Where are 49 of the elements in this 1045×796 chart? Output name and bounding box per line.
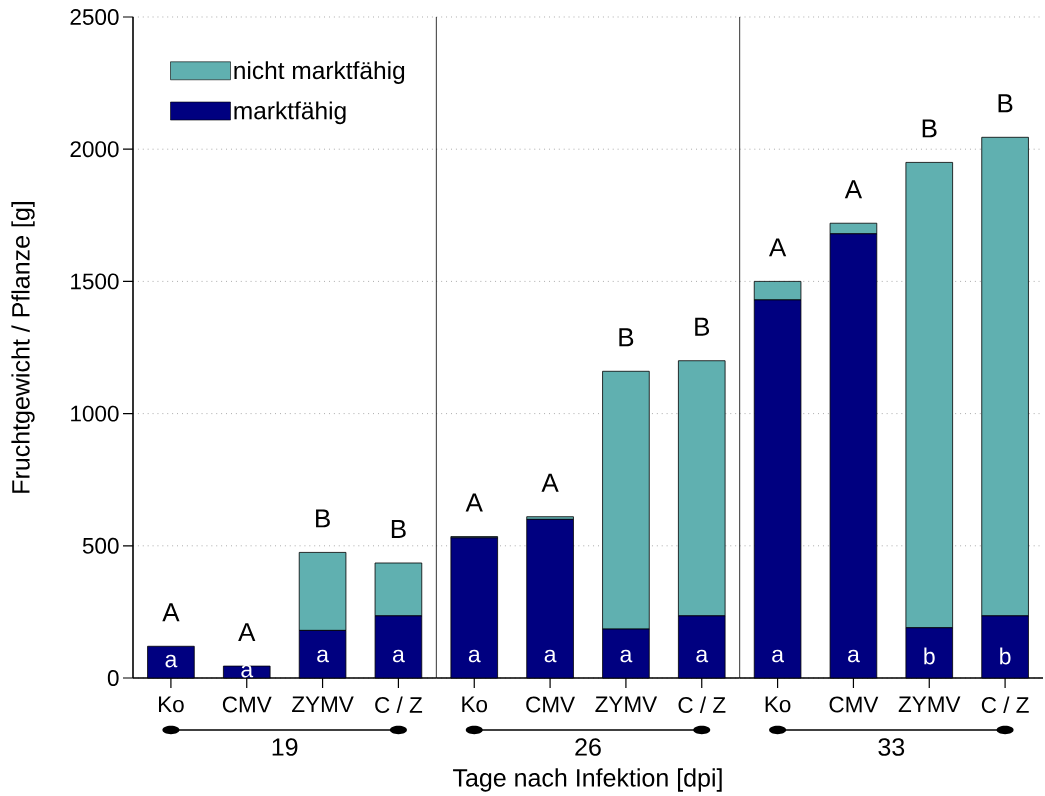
x-axis-title: 26	[575, 738, 601, 756]
data-label: b	[924, 647, 935, 665]
data-label: a	[772, 649, 784, 663]
x-tick-label: CMV	[829, 696, 879, 713]
x-tick-label: C / Z	[375, 696, 423, 714]
data-label: a	[468, 649, 481, 663]
y-tick-label: 1500	[71, 273, 119, 290]
y-tick-label: 500	[82, 537, 119, 554]
data-label: A	[844, 180, 863, 199]
x-tick-label: C / Z	[981, 696, 1029, 714]
y-tick-label: 1000	[71, 405, 119, 422]
x-axis-title: 33	[878, 738, 905, 756]
data-label: A	[465, 493, 483, 512]
data-label: B	[695, 317, 710, 336]
text: Tage nach Infektion [dpi]	[453, 768, 722, 792]
legend-label: nicht marktfähig	[234, 61, 405, 84]
data-label: A	[768, 238, 787, 257]
data-label: a	[241, 664, 254, 678]
x-tick-label: CMV	[222, 696, 272, 713]
legend-label: marktfähig	[234, 101, 346, 125]
x-tick-label: Ko	[159, 696, 184, 713]
data-label: a	[696, 649, 709, 663]
x-tick-label: CMV	[526, 696, 575, 713]
x-tick-label: Ko	[462, 696, 488, 713]
y-axis-title: Fruchtgewicht / Pflanze [g]	[11, 202, 35, 493]
x-tick-label: Ko	[765, 696, 791, 713]
data-label: A	[238, 623, 256, 642]
data-label: a	[544, 649, 557, 663]
data-label: B	[619, 328, 634, 347]
data-label: a	[165, 654, 178, 668]
data-label: A	[162, 603, 180, 622]
data-label: A	[541, 473, 559, 492]
x-tick-label: ZYMV	[595, 696, 658, 712]
data-label: B	[316, 509, 330, 528]
data-label: B	[922, 119, 937, 138]
y-tick-label: 2000	[70, 141, 119, 158]
data-label: B	[391, 520, 406, 538]
y-tick-label: 0	[107, 670, 119, 686]
y-tick-label: 2500	[70, 9, 119, 25]
data-label: B	[998, 94, 1013, 113]
data-label: a	[620, 649, 633, 663]
x-tick-label: ZYMV	[898, 696, 961, 712]
x-tick-label: ZYMV	[292, 696, 354, 712]
x-tick-label: C / Z	[678, 696, 726, 714]
data-label: a	[317, 649, 329, 663]
data-label: a	[848, 649, 860, 663]
data-label: b	[1000, 647, 1011, 665]
data-label: a	[393, 649, 405, 663]
x-axis-title: 19	[272, 738, 298, 756]
